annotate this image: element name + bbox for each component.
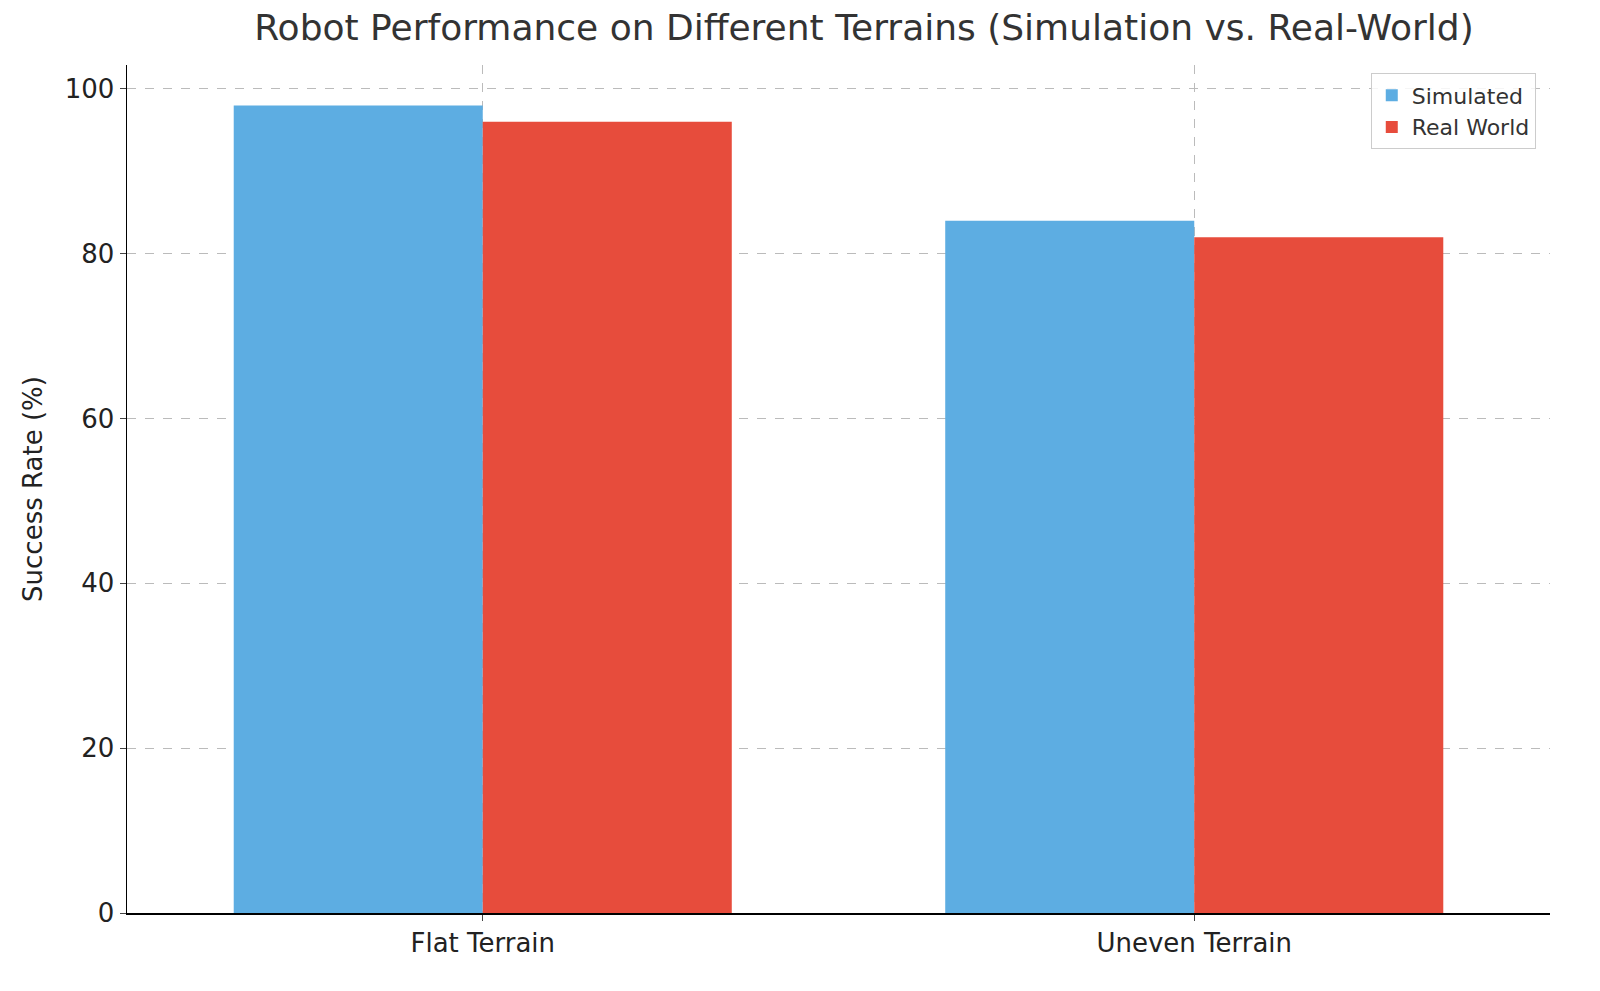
svg-text:0: 0 bbox=[98, 898, 115, 928]
svg-text:Simulated: Simulated bbox=[1412, 84, 1523, 109]
svg-text:80: 80 bbox=[81, 239, 114, 269]
svg-text:Success Rate (%): Success Rate (%) bbox=[18, 376, 48, 602]
svg-text:20: 20 bbox=[81, 733, 114, 763]
svg-text:Flat Terrain: Flat Terrain bbox=[410, 928, 555, 958]
svg-text:60: 60 bbox=[81, 404, 114, 434]
svg-text:Real World: Real World bbox=[1412, 115, 1529, 140]
svg-text:Robot Performance on Different: Robot Performance on Different Terrains … bbox=[254, 7, 1474, 48]
svg-text:100: 100 bbox=[65, 74, 115, 104]
svg-text:40: 40 bbox=[81, 568, 114, 598]
svg-text:Uneven Terrain: Uneven Terrain bbox=[1096, 928, 1292, 958]
